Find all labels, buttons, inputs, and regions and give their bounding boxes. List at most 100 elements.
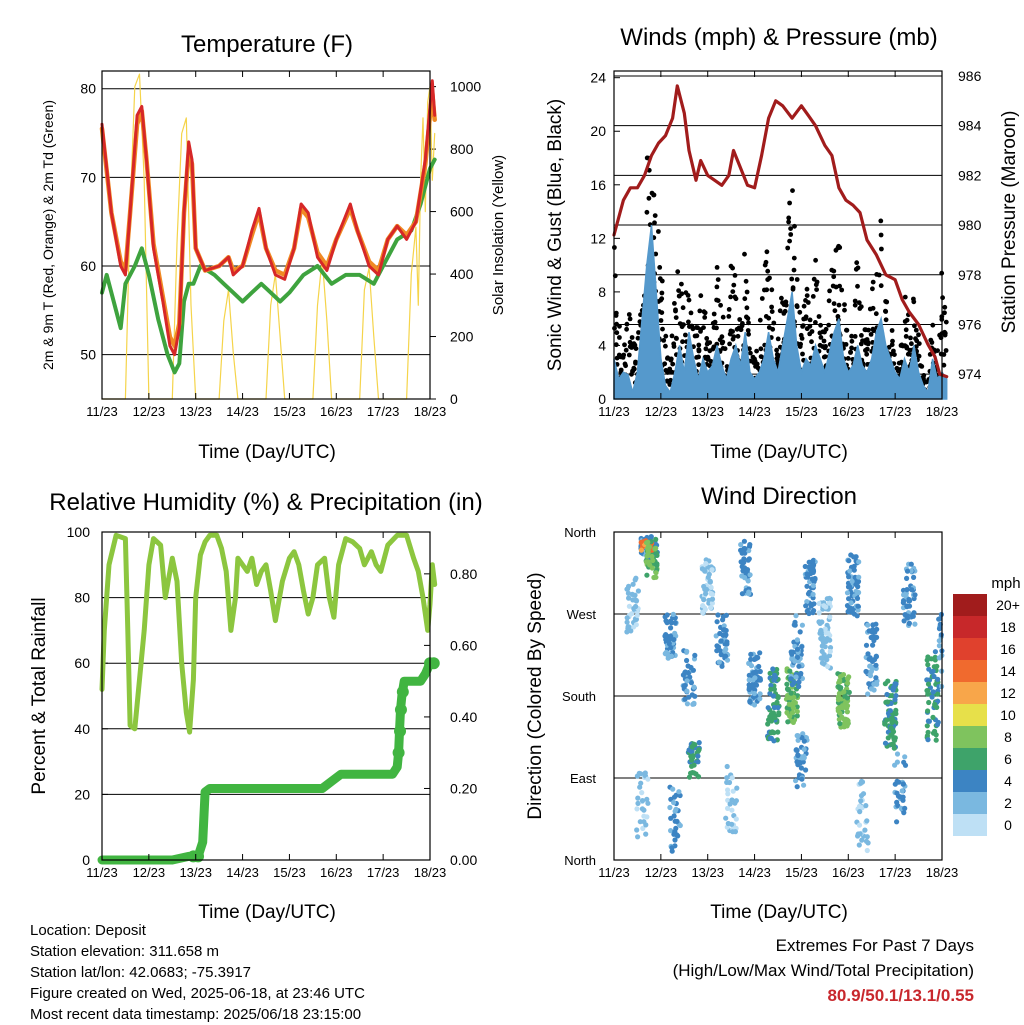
y2-tick-label: 1000 [450,79,481,95]
direction-point [933,737,939,743]
x-tick-label: 16/23 [320,404,353,419]
gust-point [814,287,819,292]
gust-point [831,274,837,280]
direction-point [893,693,899,699]
y2-tick-label: 974 [958,366,982,382]
wind-area [613,224,948,400]
gust-point [659,310,665,315]
direction-point [924,723,930,729]
direction-point [705,574,711,580]
direction-point [684,701,691,707]
gust-point [794,277,800,282]
direction-point [794,747,800,754]
winds-panel: Winds (mph) & Pressure (mb) Sonic Wind &… [545,24,1020,463]
direction-point [649,553,655,560]
colorbar-label: 2 [1004,795,1012,811]
temperature-panel: Temperature (F) 2m & 9m T (Red, Orange) … [40,31,507,463]
gust-point [711,311,717,317]
gust-point [694,333,700,339]
precip-line [97,658,440,865]
direction-point [904,587,910,593]
direction-point [846,558,852,564]
direction-point [824,657,830,663]
direction-point [774,666,780,673]
direction-point [703,561,709,567]
direction-point [653,550,659,556]
direction-point [792,619,798,626]
direction-point [846,596,852,602]
gust-point [746,331,751,337]
pressure-ylabel: Station Pressure (Maroon) [999,111,1020,334]
direction-point [682,696,688,702]
gust-point [735,333,741,339]
extremes-values: 80.9/50.1/13.1/0.55 [827,986,974,1005]
gust-point [831,268,837,274]
direction-point [799,644,805,650]
direction-point [630,581,636,587]
precip-point [394,725,407,738]
gust-point [805,300,811,305]
gust-point [822,345,828,351]
gust-point [719,340,725,346]
gust-point [789,276,795,282]
direction-point [798,670,804,677]
gust-point [734,326,740,332]
gust-point [787,238,792,244]
gust-point [859,333,864,338]
x-tick-label: 18/23 [414,404,447,419]
gust-point [740,321,745,326]
gust-point [759,296,765,301]
gust-point [822,354,828,360]
y-tick-label: 8 [598,284,606,300]
x-tick-label: 12/23 [645,404,678,419]
gust-point [675,269,681,275]
direction-point [785,719,791,725]
direction-point [892,697,898,703]
gust-point [656,229,661,234]
direction-point [732,829,739,835]
gust-point [930,322,936,328]
direction-point [848,600,854,606]
direction-point [935,719,941,725]
direction-point [700,603,706,609]
gust-point [849,333,854,339]
y-tick-label: 80 [74,590,90,606]
gust-point [854,260,860,266]
gust-point [748,350,753,356]
y2-tick-label: 0.60 [450,637,477,653]
gust-point [769,309,775,314]
direction-point [837,674,844,680]
x-tick-label: 11/23 [598,865,630,880]
y2-tick-label: 200 [450,329,474,345]
direction-point [856,822,863,828]
gust-point [624,321,630,327]
direction-point [643,831,649,837]
direction-point [842,716,849,722]
direction-point [904,615,911,621]
direction-point [757,696,763,702]
gust-point [696,362,702,368]
gust-point [912,323,917,329]
direction-point [701,597,707,603]
direction-point [690,667,697,673]
direction-point [873,675,879,681]
direction-point [715,612,721,618]
winds-xlabel: Time (Day/UTC) [710,442,848,463]
direction-point [724,639,730,645]
direction-point [709,567,715,573]
colorbar-label: 12 [1000,685,1016,701]
direction-point [865,622,871,628]
direction-point [724,779,730,786]
direction-point [871,634,877,640]
direction-point [883,717,890,723]
direction-point [746,672,752,679]
direction-point [816,600,822,607]
direction-point [684,648,690,654]
gust-point [758,346,764,352]
direction-point [702,606,708,613]
direction-point [639,798,646,804]
gust-point [715,277,721,282]
gust-point [714,265,720,270]
direction-point [797,629,803,635]
